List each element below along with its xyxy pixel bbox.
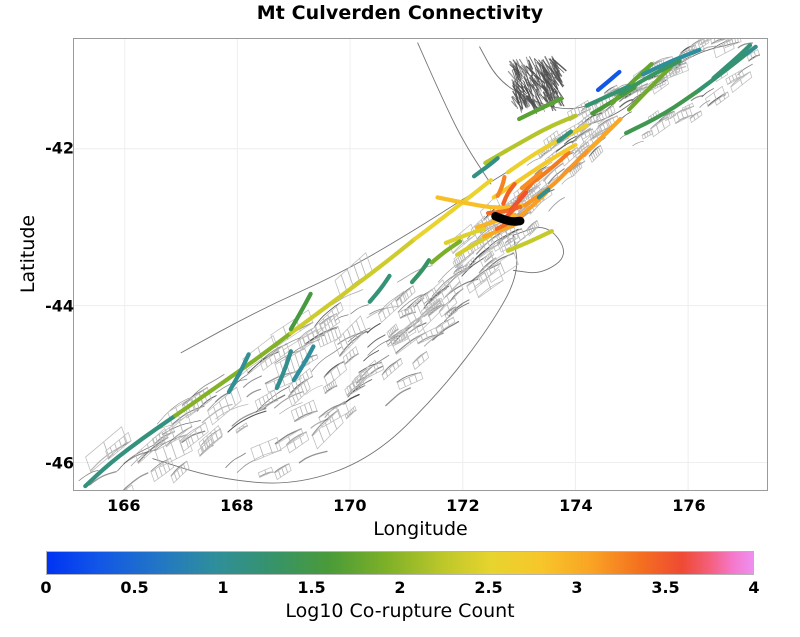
map-plot-area[interactable] bbox=[73, 38, 768, 491]
fault-trace-marlborough-green-1 bbox=[471, 156, 500, 179]
fault-trace-nelson-yellow bbox=[517, 96, 564, 122]
fault-trace-ne-green-trace bbox=[584, 84, 632, 108]
fault-trace-inland-kaikoura bbox=[519, 170, 543, 191]
source-fault-layer bbox=[491, 211, 525, 226]
colorbar-container[interactable] bbox=[46, 551, 754, 575]
fault-trace-alpine-fault-central bbox=[288, 236, 417, 336]
colorbar-tick-label-5: 2.5 bbox=[474, 578, 503, 597]
fault-trace-hikurangi-margin-s bbox=[624, 87, 702, 136]
fault-trace-otago-green bbox=[291, 344, 316, 383]
fault-trace-hope-fault bbox=[435, 195, 527, 210]
x-axis-label: Longitude bbox=[373, 518, 468, 540]
y-axis-label: Latitude bbox=[17, 214, 39, 294]
fault-trace-east-coast-ne bbox=[745, 44, 758, 56]
x-tick-label-2: 170 bbox=[333, 496, 367, 515]
fault-trace-marlborough-green-2 bbox=[536, 187, 551, 200]
x-tick-label-0: 166 bbox=[107, 496, 141, 515]
y-tick-label-2: -46 bbox=[45, 453, 74, 473]
colorbar-tick-label-6: 3 bbox=[571, 578, 583, 597]
map-svg bbox=[74, 39, 767, 490]
fault-trace-canterbury-yellow bbox=[429, 239, 463, 265]
fault-trace-canterbury-green-2 bbox=[409, 258, 432, 285]
x-tick-label-1: 168 bbox=[220, 496, 254, 515]
fault-trace-alpine-fault-north bbox=[412, 178, 493, 242]
fault-trace-otago-yellow bbox=[288, 291, 313, 332]
fault-trace-taupo-rift-blue bbox=[595, 69, 622, 93]
fault-trace-north-canterbury-2 bbox=[482, 220, 523, 239]
fault-trace-north-island-1 bbox=[640, 47, 702, 77]
colorbar-tick-label-4: 2 bbox=[394, 578, 406, 597]
fault-trace-wairau-green-spur bbox=[556, 129, 574, 144]
fault-background-layer bbox=[78, 39, 761, 490]
fault-trace-nevis-cardrona bbox=[274, 349, 293, 391]
fault-trace-mid-canterbury-orange bbox=[455, 233, 493, 257]
y-tick-label-1: -44 bbox=[45, 296, 74, 316]
fault-trace-wellington-fault bbox=[609, 61, 654, 106]
y-tick-label-0: -42 bbox=[45, 138, 74, 158]
colorbar-tick-label-3: 1.5 bbox=[297, 578, 326, 597]
source-fault-mt-culverden bbox=[491, 211, 525, 226]
colorbar-tick-label-0: 0 bbox=[40, 578, 52, 597]
colorbar-tick-label-1: 0.5 bbox=[120, 578, 149, 597]
fault-trace-leader-fault bbox=[501, 181, 517, 206]
fault-trace-south-westland-green bbox=[226, 352, 251, 395]
fault-trace-far-ne-green bbox=[711, 43, 753, 81]
grid-layer bbox=[74, 39, 767, 490]
fault-trace-canterbury-green-1 bbox=[367, 273, 392, 304]
colorbar-tick-label-7: 3.5 bbox=[651, 578, 680, 597]
fault-trace-alpine-fault-sw bbox=[83, 413, 178, 489]
fault-trace-kekerengu-fault bbox=[522, 146, 592, 208]
fault-trace-wairau-fault bbox=[483, 113, 578, 166]
x-tick-label-4: 174 bbox=[559, 496, 593, 515]
fault-trace-alpine-fault-south bbox=[173, 331, 293, 418]
colorbar-tick-label-8: 4 bbox=[748, 578, 760, 597]
colored-fault-traces-layer bbox=[83, 43, 758, 489]
colorbar-tick-label-2: 1 bbox=[217, 578, 229, 597]
colorbar-gradient bbox=[46, 551, 754, 575]
x-tick-label-3: 172 bbox=[446, 496, 480, 515]
page-title: Mt Culverden Connectivity bbox=[256, 2, 544, 24]
fault-trace-needles-fault bbox=[587, 116, 623, 151]
colorbar-label: Log10 Co-rupture Count bbox=[285, 600, 515, 622]
x-tick-label-5: 176 bbox=[672, 496, 706, 515]
fault-trace-canterbury-offshore bbox=[505, 229, 554, 253]
fault-sections-layer bbox=[85, 39, 760, 490]
fault-trace-north-island-2 bbox=[618, 58, 682, 96]
fault-trace-wairarapa-fault bbox=[626, 64, 674, 112]
fault-trace-porters-pass bbox=[443, 226, 487, 245]
fault-trace-whites-fault bbox=[495, 174, 507, 198]
